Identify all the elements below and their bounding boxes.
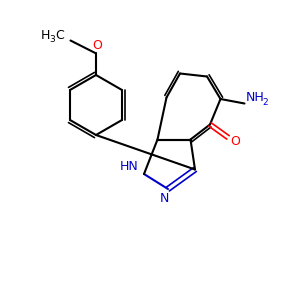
Text: H: H <box>40 29 50 42</box>
Text: O: O <box>230 135 240 148</box>
Text: C: C <box>56 29 64 42</box>
Text: N: N <box>160 192 169 205</box>
Text: O: O <box>92 39 102 52</box>
Text: 2: 2 <box>262 98 268 107</box>
Text: NH: NH <box>245 91 264 104</box>
Text: HN: HN <box>119 160 138 173</box>
Text: 3: 3 <box>50 35 55 44</box>
